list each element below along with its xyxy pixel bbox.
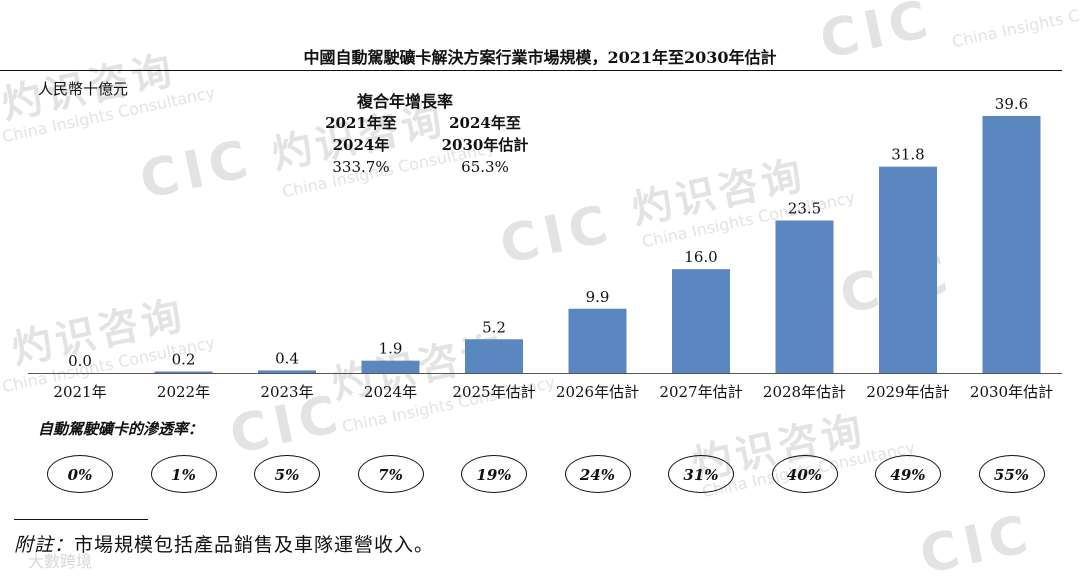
cagr-period-end: 2030年估計	[441, 136, 529, 154]
penetration-rate-badge: 24%	[564, 455, 631, 493]
data-label: 0.0	[68, 352, 92, 370]
bar	[361, 360, 420, 373]
x-tick-label: 2021年	[53, 383, 106, 401]
data-label: 23.5	[788, 199, 821, 217]
x-tick-label: 2030年估計	[970, 383, 1053, 401]
footnote: 附註：市場規模包括產品銷售及車隊運營收入。	[14, 530, 434, 557]
data-label: 16.0	[684, 248, 717, 266]
footer-watermark: 大數跨境	[28, 552, 93, 571]
penetration-rate-badge: 40%	[771, 455, 838, 493]
penetration-rate-badge: 19%	[461, 455, 527, 493]
cagr-heading: 複合年增長率	[357, 92, 454, 111]
bar	[568, 308, 627, 373]
data-label: 0.4	[275, 349, 299, 367]
bar	[465, 339, 523, 373]
bar	[775, 220, 834, 373]
data-label: 9.9	[586, 288, 610, 306]
penetration-rate-badge: 49%	[875, 455, 941, 493]
x-tick-label: 2027年估計	[659, 383, 742, 401]
x-tick-label: 2025年估計	[452, 383, 535, 401]
cagr-period-start: 2021年至	[325, 114, 397, 132]
x-tick-label: 2023年	[260, 383, 313, 401]
cagr-value: 65.3%	[461, 158, 509, 176]
chart-title: 中國自動駕駛礦卡解決方案行業市場規模，2021年至2030年估計	[303, 48, 777, 67]
bar	[982, 116, 1041, 373]
data-label: 1.9	[379, 340, 403, 358]
penetration-rate-badge: 1%	[150, 455, 217, 493]
note-divider	[14, 519, 148, 520]
cagr-column-2: 2024年至 2030年估計 65.3%	[430, 112, 540, 178]
cagr-period-start: 2024年至	[449, 114, 521, 132]
x-tick-label: 2026年估計	[556, 383, 639, 401]
watermark-cic: CIC	[915, 503, 1039, 586]
penetration-rate-badge: 7%	[357, 455, 424, 493]
footnote-label: 附註：	[14, 534, 75, 556]
x-tick-label: 2024年	[364, 383, 417, 401]
cagr-value: 333.7%	[332, 158, 390, 176]
x-tick-label: 2022年	[157, 383, 210, 401]
cagr-period-end: 2024年	[332, 136, 390, 154]
data-label: 39.6	[995, 95, 1028, 113]
data-label: 0.2	[172, 351, 196, 369]
penetration-label: 自動駕駛礦卡的滲透率：	[38, 420, 204, 438]
x-tick-label: 2029年估計	[866, 383, 949, 401]
bar	[879, 166, 937, 373]
penetration-rate-badge: 0%	[47, 455, 113, 493]
unit-label: 人民幣十億元	[38, 80, 129, 98]
x-tick-label: 2028年估計	[763, 383, 846, 401]
footnote-text: 市場規模包括產品銷售及車隊運營收入。	[74, 534, 435, 556]
bar	[154, 371, 213, 373]
data-label: 31.8	[891, 146, 924, 164]
bar	[672, 269, 730, 373]
cagr-column-1: 2021年至 2024年 333.7%	[306, 112, 416, 178]
bar	[258, 370, 316, 373]
penetration-rate-badge: 55%	[978, 455, 1045, 493]
bar-chart: 0.0 2021年 0.2 2022年 0.4 2023年 1.9 2024年 5.2 2025年…	[28, 95, 1062, 401]
penetration-rate-badge: 5%	[254, 455, 320, 493]
data-label: 5.2	[482, 318, 506, 336]
penetration-rate-badge: 31%	[668, 455, 734, 493]
title-divider	[0, 70, 1062, 71]
